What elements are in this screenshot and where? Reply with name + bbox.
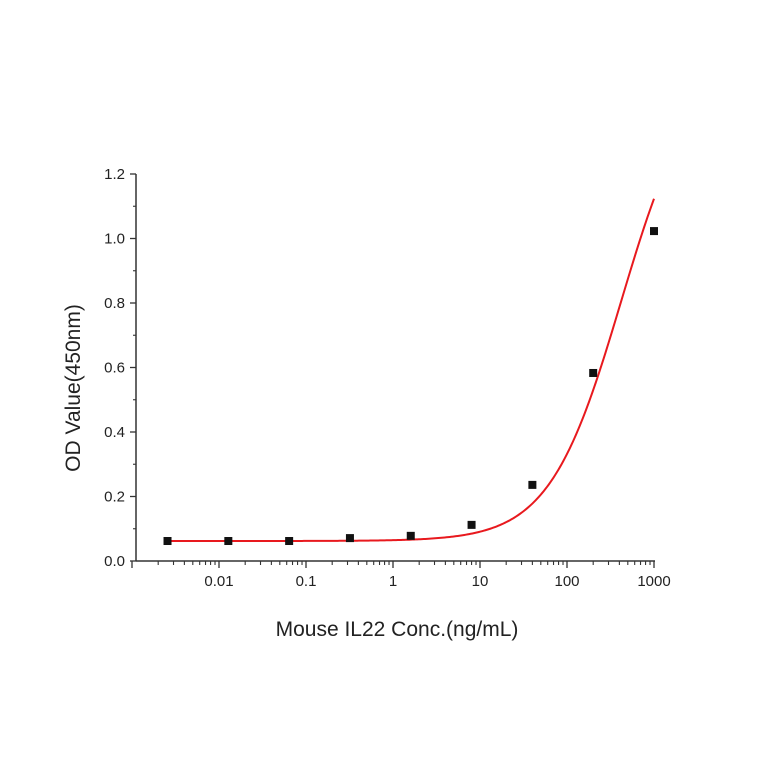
y-tick-label: 0.2 bbox=[104, 489, 125, 506]
data-point-marker bbox=[224, 537, 233, 546]
data-point-marker bbox=[650, 227, 658, 236]
y-tick-label: 0.6 bbox=[104, 360, 125, 377]
data-point-marker bbox=[285, 537, 294, 546]
data-point-marker bbox=[467, 520, 476, 529]
fit-curve bbox=[167, 198, 655, 542]
data-point-marker bbox=[345, 534, 354, 543]
x-tick-label: 100 bbox=[554, 573, 579, 590]
x-tick-label: 1 bbox=[389, 573, 397, 590]
x-tick-label: 0.1 bbox=[296, 573, 317, 590]
data-point-marker bbox=[589, 368, 598, 377]
x-axis: 0.01 0.1 1 10 100 1000 bbox=[131, 560, 671, 590]
x-tick-label: 0.01 bbox=[204, 573, 233, 590]
y-axis-title: OD Value(450nm) bbox=[62, 304, 85, 472]
y-tick-label: 1.2 bbox=[104, 166, 125, 183]
data-point-marker bbox=[163, 537, 172, 546]
x-axis-title: Mouse IL22 Conc.(ng/mL) bbox=[276, 618, 519, 641]
y-tick-label: 0.4 bbox=[104, 424, 125, 441]
x-tick-label: 1000 bbox=[637, 573, 670, 590]
y-tick-label: 0.8 bbox=[104, 295, 125, 312]
y-tick-label: 1.0 bbox=[104, 231, 125, 248]
data-points bbox=[163, 227, 658, 546]
y-axis: 0.0 0.2 0.4 0.6 0.8 1.0 1.2 bbox=[104, 166, 137, 570]
fit-line bbox=[167, 198, 655, 542]
data-point-marker bbox=[528, 480, 537, 489]
data-point-marker bbox=[406, 531, 415, 540]
y-tick-label: 0.0 bbox=[104, 553, 125, 570]
x-tick-label: 10 bbox=[472, 573, 489, 590]
